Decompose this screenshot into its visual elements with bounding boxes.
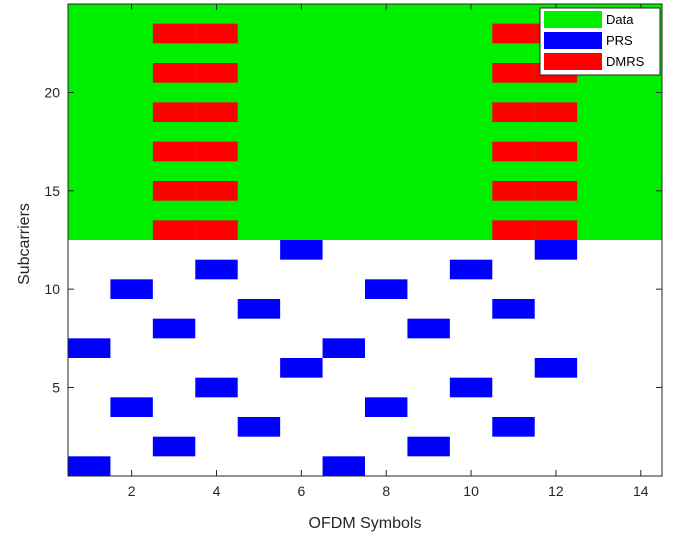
- dmrs-cell: [152, 63, 196, 83]
- y-axis-label: Subcarriers: [16, 203, 33, 285]
- legend: Data PRS DMRS: [539, 7, 661, 76]
- legend-label: DMRS: [606, 54, 645, 69]
- prs-cell: [195, 377, 238, 398]
- prs-cell: [365, 279, 408, 299]
- dmrs-cell: [152, 181, 196, 201]
- prs-cell: [322, 456, 365, 476]
- legend-swatch: [544, 11, 602, 28]
- x-tick-label: 14: [633, 483, 649, 499]
- x-tick-label: 10: [463, 483, 479, 499]
- dmrs-cell: [492, 102, 535, 122]
- prs-cell: [492, 417, 535, 437]
- prs-cell: [195, 259, 238, 280]
- dmrs-cell: [534, 141, 578, 162]
- axes-box: [67, 3, 663, 477]
- legend-swatch: [544, 32, 602, 49]
- dmrs-cell: [534, 102, 578, 122]
- legend-label: PRS: [606, 33, 633, 48]
- y-tick-label: 15: [44, 183, 60, 199]
- prs-cell: [449, 377, 493, 398]
- x-tick-label: 6: [297, 483, 305, 499]
- dmrs-cell: [492, 63, 535, 83]
- dmrs-cell: [152, 220, 196, 240]
- prs-cell: [152, 318, 196, 339]
- prs-cell: [110, 279, 153, 299]
- x-tick-label: 4: [213, 483, 221, 499]
- prs-cell: [68, 456, 111, 476]
- axes: [67, 3, 663, 477]
- prs-cell: [407, 318, 450, 339]
- dmrs-cell: [534, 181, 578, 201]
- prs-cell: [152, 436, 196, 457]
- dmrs-cell: [195, 102, 238, 122]
- prs-cell: [365, 397, 408, 417]
- ticks: 2 4 6 8 10 12 14 5 10 15 20: [44, 4, 662, 499]
- legend-swatch: [544, 53, 602, 70]
- prs-cell: [407, 436, 450, 457]
- x-tick-label: 2: [128, 483, 136, 499]
- dmrs-cell: [195, 220, 238, 240]
- dmrs-cell: [492, 181, 535, 201]
- dmrs-cell: [152, 102, 196, 122]
- dmrs-cell: [534, 220, 578, 240]
- dmrs-cell: [492, 141, 535, 162]
- y-tick-label: 10: [44, 281, 60, 297]
- x-axis-label: OFDM Symbols: [309, 515, 422, 532]
- dmrs-cell: [195, 23, 238, 44]
- dmrs-cell: [195, 181, 238, 201]
- dmrs-cell: [195, 141, 238, 162]
- legend-label: Data: [606, 12, 634, 27]
- prs-cell: [68, 338, 111, 358]
- prs-cell: [449, 259, 493, 280]
- prs-cell: [280, 358, 323, 378]
- x-tick-label: 8: [382, 483, 390, 499]
- y-tick-label: 5: [52, 380, 60, 396]
- x-tick-label: 12: [548, 483, 564, 499]
- dmrs-cell: [492, 220, 535, 240]
- prs-cell: [280, 240, 323, 260]
- y-tick-label: 20: [44, 85, 60, 101]
- prs-cell: [534, 358, 578, 378]
- prs-cell: [492, 299, 535, 319]
- prs-cell: [322, 338, 365, 358]
- prs-cell: [110, 397, 153, 417]
- prs-cell: [237, 299, 281, 319]
- dmrs-cell: [152, 23, 196, 44]
- dmrs-cell: [492, 23, 535, 44]
- resource-cells: [68, 4, 662, 476]
- dmrs-cell: [152, 141, 196, 162]
- prs-cell: [237, 417, 281, 437]
- dmrs-cell: [195, 63, 238, 83]
- prs-cell: [534, 240, 578, 260]
